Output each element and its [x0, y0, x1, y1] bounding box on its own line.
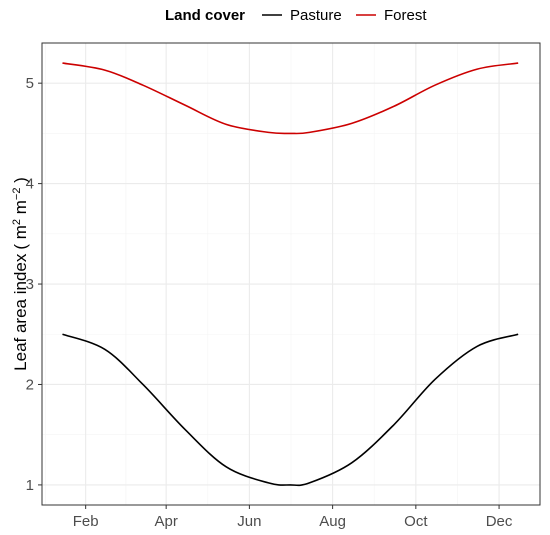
y-tick-label: 4 — [26, 176, 34, 193]
x-tick-label: Feb — [73, 513, 99, 530]
x-tick-label: Dec — [486, 513, 513, 530]
legend: Land cover Pasture Forest — [165, 7, 427, 24]
x-tick-label: Jun — [237, 513, 261, 530]
series-line-pasture — [62, 333, 519, 487]
legend-title: Land cover — [165, 7, 245, 24]
panel — [42, 43, 540, 505]
y-tick-label: 2 — [26, 376, 34, 393]
y-axis-unit-sup1: 2 — [11, 219, 23, 225]
y-axis-unit-mid: m — [11, 200, 30, 219]
y-axis-unit-sup2: −2 — [11, 188, 23, 201]
y-axis-title: Leaf area index ( m2 m−2 ) — [11, 177, 30, 371]
y-tick-label: 3 — [26, 276, 34, 293]
y-axis-title-text: Leaf area index — [11, 253, 30, 371]
x-axis: Feb Apr Jun Aug Oct Dec — [73, 505, 513, 530]
legend-label-pasture: Pasture — [290, 7, 342, 24]
x-tick-label: Apr — [154, 513, 177, 530]
y-axis-unit-open: ( m — [11, 225, 30, 250]
series-layer — [62, 62, 519, 487]
legend-label-forest: Forest — [384, 7, 427, 24]
y-axis-unit-close: ) — [11, 177, 30, 187]
series-line-forest — [62, 62, 519, 135]
y-tick-label: 1 — [26, 477, 34, 494]
y-axis: 1 2 3 4 5 — [26, 75, 42, 494]
grid-minor — [42, 43, 540, 505]
x-tick-label: Oct — [404, 513, 428, 530]
x-tick-label: Aug — [319, 513, 346, 530]
panel-border — [41, 42, 541, 506]
y-tick-label: 5 — [26, 75, 34, 92]
